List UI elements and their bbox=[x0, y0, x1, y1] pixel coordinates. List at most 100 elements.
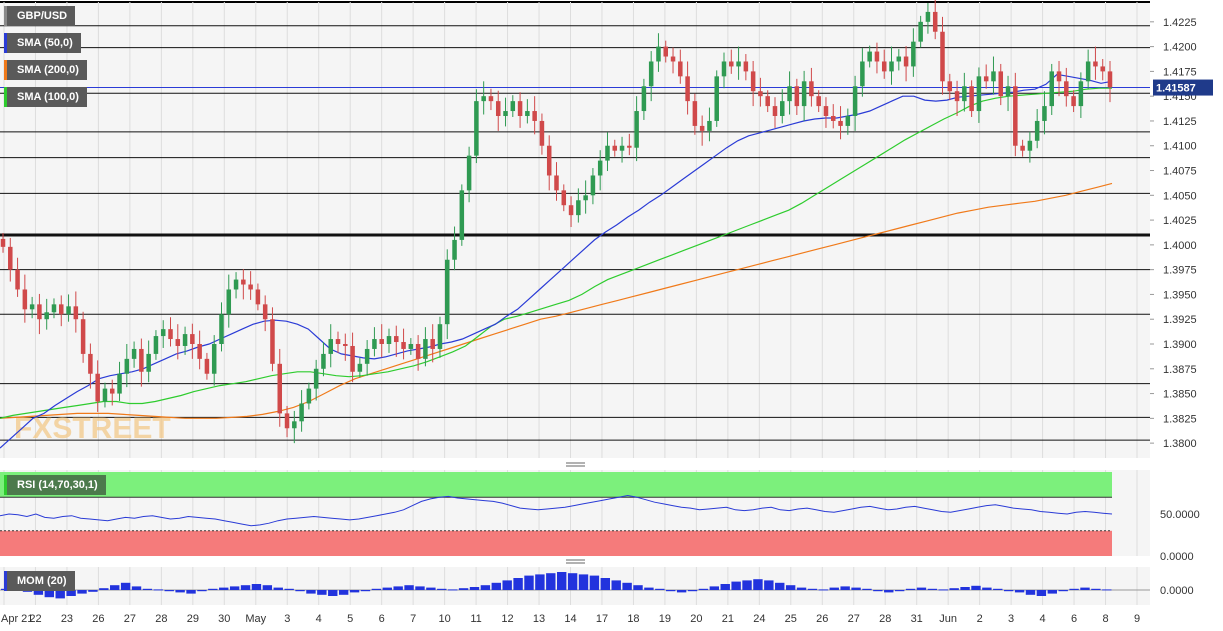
mom-bar bbox=[317, 590, 327, 595]
candle-body bbox=[350, 345, 355, 372]
candle-body bbox=[95, 373, 100, 402]
candle-body bbox=[343, 344, 348, 346]
candle-body bbox=[364, 348, 370, 364]
candle-body bbox=[590, 175, 596, 196]
price-tick-label: 1.3925 bbox=[1163, 314, 1197, 326]
mom-bar bbox=[818, 589, 829, 591]
date-tick-label: 3 bbox=[1008, 613, 1014, 625]
date-tick-label: 9 bbox=[1134, 613, 1140, 625]
candle-body bbox=[903, 56, 909, 67]
price-tick-label: 1.4075 bbox=[1163, 166, 1197, 178]
rsi-tick-label: 50.0000 bbox=[1160, 509, 1200, 521]
candle-body bbox=[1107, 71, 1113, 88]
candle-body bbox=[896, 56, 902, 62]
mom-bar bbox=[1058, 590, 1068, 592]
watermark-text: FXSTREET bbox=[14, 412, 171, 445]
mom-bar bbox=[447, 589, 458, 591]
legend-sma100: SMA (100,0) bbox=[4, 87, 87, 107]
date-tick-label: 31 bbox=[911, 613, 923, 625]
candle-body bbox=[699, 125, 705, 131]
candle-body bbox=[204, 358, 210, 374]
date-tick-label: 11 bbox=[470, 613, 481, 625]
candle-body bbox=[597, 160, 603, 176]
mom-bar bbox=[753, 579, 763, 590]
price-tick-label: 1.3825 bbox=[1163, 413, 1197, 425]
mom-bar bbox=[546, 573, 556, 590]
candle-body bbox=[838, 120, 843, 126]
candle-body bbox=[29, 304, 35, 310]
candle-body bbox=[568, 205, 574, 216]
mom-bar bbox=[120, 582, 131, 590]
legend-sma50-label: SMA (50,0) bbox=[17, 37, 73, 49]
mom-bar bbox=[1036, 590, 1047, 596]
mom-bar bbox=[720, 584, 730, 590]
candle-body bbox=[845, 116, 851, 126]
date-tick-label: 2 bbox=[977, 613, 983, 625]
mom-bar bbox=[360, 590, 371, 592]
mom-bar bbox=[273, 587, 283, 590]
panel-resize-handle[interactable] bbox=[566, 462, 585, 467]
candle-body bbox=[175, 339, 181, 346]
mom-bar bbox=[469, 587, 480, 590]
date-tick-label: 4 bbox=[316, 613, 322, 625]
candle-body bbox=[306, 388, 312, 404]
rsi-tick-label: 0.0000 bbox=[1160, 551, 1194, 563]
date-tick-label: 30 bbox=[218, 613, 230, 625]
mom-bar bbox=[731, 581, 741, 590]
date-tick-label: 23 bbox=[61, 613, 73, 625]
candle-body bbox=[1020, 145, 1025, 151]
candle-body bbox=[648, 61, 654, 87]
candle-body bbox=[139, 348, 144, 372]
candle-body bbox=[437, 324, 443, 349]
mom-bar bbox=[1047, 590, 1057, 594]
candle-body bbox=[1013, 86, 1018, 146]
candle-body bbox=[153, 336, 159, 354]
candle-body bbox=[729, 61, 734, 67]
candle-body bbox=[8, 246, 13, 270]
mom-bar bbox=[197, 590, 207, 592]
candle-body bbox=[219, 314, 224, 344]
mom-bar bbox=[840, 586, 850, 590]
candle-body bbox=[721, 61, 727, 77]
date-tick-label: 20 bbox=[690, 613, 702, 625]
last-price-text: 1.41587 bbox=[1156, 83, 1196, 95]
mom-bar bbox=[785, 585, 796, 590]
candle-body bbox=[758, 91, 763, 97]
panel-resize-handle[interactable] bbox=[566, 559, 585, 564]
rsi-oversold-zone bbox=[0, 530, 1112, 556]
price-tick-label: 1.4100 bbox=[1163, 141, 1197, 153]
candle-body bbox=[867, 51, 872, 62]
mom-bar bbox=[208, 588, 218, 590]
candle-body bbox=[612, 145, 618, 151]
candle-body bbox=[874, 51, 880, 62]
mom-bar bbox=[600, 578, 611, 590]
sma100-swatch bbox=[4, 87, 7, 107]
mom-bar bbox=[229, 586, 240, 590]
mom-bar bbox=[676, 590, 687, 593]
candle-body bbox=[772, 106, 778, 116]
candle-body bbox=[787, 86, 792, 102]
mom-tick-label: 0.0000 bbox=[1160, 585, 1194, 597]
candle-body bbox=[168, 329, 173, 340]
candle-body bbox=[255, 289, 261, 305]
date-tick-label: 29 bbox=[187, 613, 199, 625]
mom-swatch bbox=[4, 571, 7, 591]
candle-body bbox=[510, 101, 516, 112]
candles bbox=[0, 0, 1113, 444]
mom-bar bbox=[164, 590, 174, 592]
price-panel-bg bbox=[0, 2, 1150, 458]
mom-bar bbox=[262, 585, 273, 590]
mom-bar bbox=[502, 580, 512, 590]
candle-body bbox=[627, 145, 632, 148]
mom-bar bbox=[1069, 588, 1079, 590]
price-tick-label: 1.3950 bbox=[1163, 289, 1197, 301]
date-tick-label: Apr 21 bbox=[1, 613, 33, 625]
candle-body bbox=[736, 61, 741, 67]
mom-bar bbox=[764, 580, 774, 590]
panel-dividers[interactable] bbox=[566, 462, 585, 564]
candle-body bbox=[670, 56, 676, 62]
candle-body bbox=[969, 86, 974, 112]
candle-body bbox=[656, 46, 661, 62]
candle-body bbox=[299, 403, 304, 422]
price-tick-label: 1.4125 bbox=[1163, 116, 1197, 128]
